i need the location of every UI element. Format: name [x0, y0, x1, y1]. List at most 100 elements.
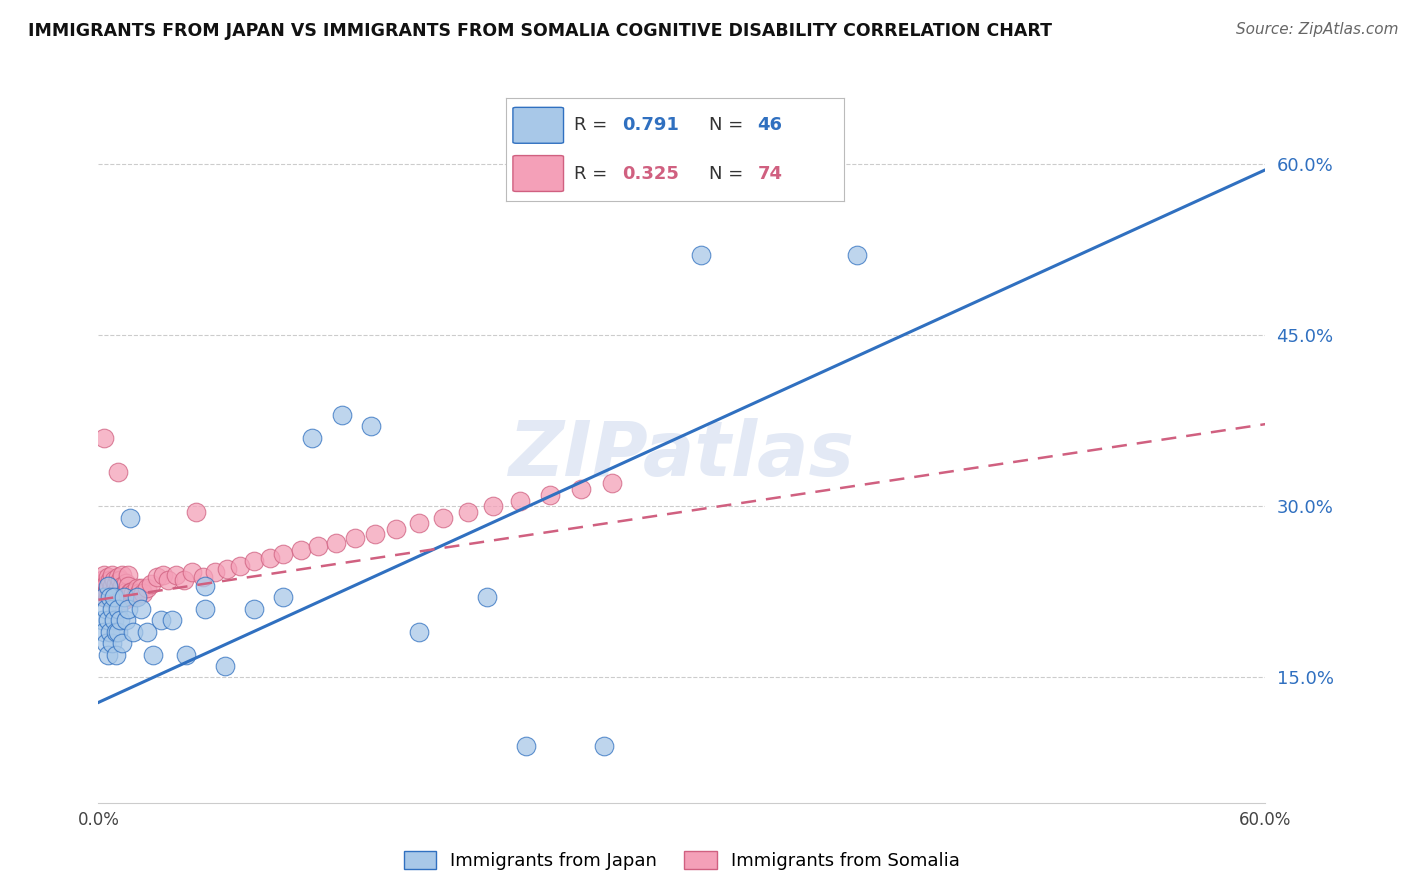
Text: 46: 46 [758, 116, 783, 135]
Point [104, 648, 127, 662]
Point [96, 636, 118, 650]
Point [165, 567, 187, 582]
Point [194, 579, 217, 593]
Point [121, 584, 143, 599]
Point [93, 624, 115, 639]
Point [91, 584, 114, 599]
Text: 0.325: 0.325 [623, 164, 679, 183]
Point [307, 539, 329, 553]
Point [111, 579, 134, 593]
Point [96, 602, 118, 616]
Point [118, 584, 141, 599]
Text: 74: 74 [758, 164, 783, 183]
Point [408, 624, 430, 639]
Point [509, 493, 531, 508]
Point [98, 624, 121, 639]
Point [112, 586, 135, 600]
Point [101, 579, 124, 593]
Point [118, 510, 141, 524]
Point [846, 248, 869, 262]
Point [128, 586, 150, 600]
Text: N =: N = [709, 164, 748, 183]
FancyBboxPatch shape [513, 155, 564, 192]
Point [104, 586, 127, 600]
Point [152, 567, 174, 582]
Point [477, 591, 499, 605]
Point [112, 592, 135, 607]
Point [180, 566, 202, 580]
Point [114, 575, 136, 590]
Point [107, 591, 129, 605]
Point [690, 248, 713, 262]
Point [98, 574, 121, 588]
Point [117, 579, 139, 593]
Point [103, 592, 125, 607]
Point [243, 554, 266, 568]
Point [325, 535, 347, 549]
Point [107, 465, 129, 479]
Point [108, 574, 131, 588]
Point [515, 739, 537, 753]
Point [122, 586, 145, 600]
Point [101, 567, 124, 582]
Point [117, 602, 139, 616]
Point [111, 567, 134, 582]
Point [129, 582, 152, 596]
Point [93, 582, 115, 596]
Point [97, 579, 120, 593]
Point [107, 624, 129, 639]
Point [93, 591, 115, 605]
Point [112, 591, 135, 605]
Point [271, 547, 294, 561]
Point [214, 659, 236, 673]
Point [118, 591, 141, 605]
Point [142, 648, 165, 662]
Point [111, 636, 134, 650]
Point [301, 431, 323, 445]
Point [408, 516, 430, 531]
Point [101, 636, 124, 650]
Point [482, 500, 505, 514]
Text: R =: R = [574, 164, 613, 183]
Point [271, 591, 294, 605]
Point [107, 602, 129, 616]
Point [97, 582, 120, 596]
Point [107, 582, 129, 596]
Point [229, 558, 252, 573]
Point [91, 613, 114, 627]
Point [600, 476, 623, 491]
Point [103, 591, 125, 605]
Point [124, 591, 146, 605]
Point [93, 591, 115, 605]
Point [136, 582, 159, 596]
Point [129, 602, 152, 616]
Point [360, 419, 382, 434]
Point [98, 591, 121, 605]
Point [193, 570, 215, 584]
Point [98, 584, 121, 599]
Point [117, 567, 139, 582]
Point [457, 505, 479, 519]
Point [174, 648, 197, 662]
Point [127, 591, 149, 605]
Point [132, 586, 155, 600]
Point [127, 582, 149, 596]
Point [194, 602, 217, 616]
Point [363, 526, 385, 541]
Point [101, 602, 124, 616]
Point [114, 584, 136, 599]
Point [157, 574, 180, 588]
Point [97, 591, 120, 605]
Point [96, 586, 118, 600]
Text: N =: N = [709, 116, 748, 135]
Point [93, 431, 115, 445]
Point [97, 613, 120, 627]
Point [104, 576, 127, 591]
Point [162, 613, 184, 627]
Point [101, 588, 124, 602]
Point [290, 542, 312, 557]
Point [139, 576, 162, 591]
Point [103, 574, 125, 588]
Point [136, 624, 159, 639]
Point [259, 550, 281, 565]
